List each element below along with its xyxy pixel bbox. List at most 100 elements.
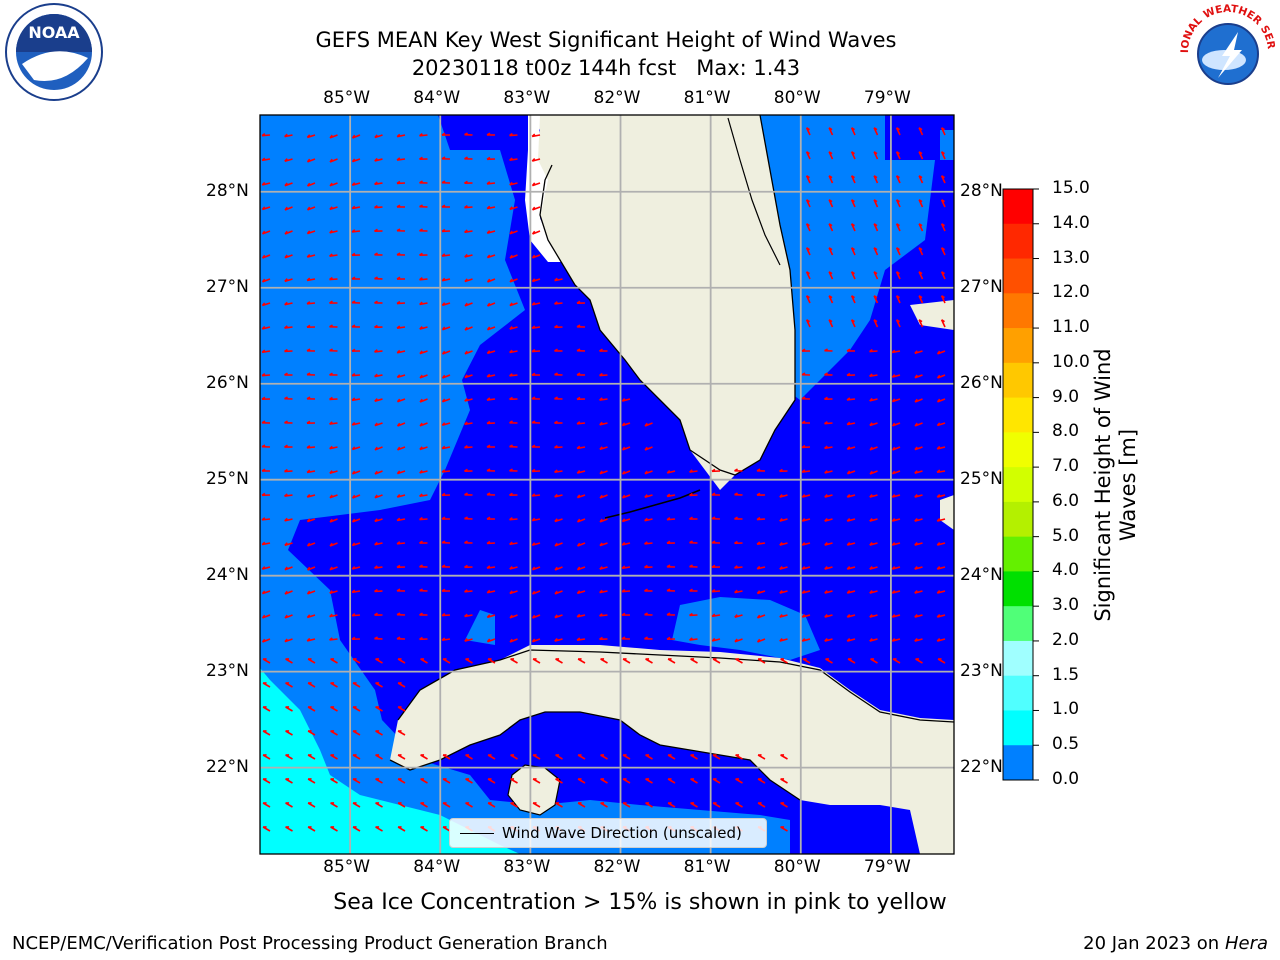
wave-arrow-head <box>873 151 878 155</box>
wave-arrow-head <box>464 229 468 233</box>
land-isla-juventud <box>508 765 560 815</box>
wave-arrow-head <box>509 206 513 210</box>
wave-arrow-head <box>306 301 311 305</box>
wave-arrow-head <box>869 493 873 498</box>
wave-arrow-head <box>851 175 855 179</box>
wave-arrow-head <box>509 468 513 472</box>
wave-arrow-head <box>666 588 671 592</box>
wave-arrow-head <box>779 468 783 472</box>
colorbar-tick-label: 8.0 <box>1052 421 1080 442</box>
wave-arrow-head <box>599 613 603 617</box>
wave-arrow-head <box>554 637 558 642</box>
wave-arrow-head <box>621 541 626 546</box>
wave-arrow-head <box>441 132 446 136</box>
wave-arrow-head <box>464 589 468 593</box>
wave-arrow-head <box>918 247 923 251</box>
wave-arrow-head <box>464 180 468 184</box>
wave-arrow-head <box>531 254 536 259</box>
wave-arrow-head <box>666 540 671 544</box>
wave-arrow-head <box>599 518 603 523</box>
wave-arrow-head <box>464 638 468 642</box>
wave-arrow-head <box>846 613 851 618</box>
wave-arrow-head <box>351 565 356 570</box>
wave-arrow-head <box>806 151 810 155</box>
wave-arrow-head <box>531 638 536 643</box>
wave-arrow-head <box>873 127 878 131</box>
wave-arrow-head <box>486 420 491 425</box>
wave-arrow-head <box>941 271 945 275</box>
wave-arrow-head <box>441 204 446 208</box>
wave-arrow-head <box>419 588 423 592</box>
wave-arrow-head <box>486 516 491 520</box>
colorbar-tick-label: 3.0 <box>1052 595 1080 616</box>
coastline-florida <box>539 115 796 476</box>
wave-arrow-head <box>531 206 536 211</box>
wave-arrow-head <box>576 396 581 400</box>
wave-arrow-head <box>464 613 468 618</box>
wave-arrow-head <box>419 469 423 474</box>
colorbar-band <box>1003 467 1033 503</box>
wave-arrow-head <box>284 420 288 424</box>
wave-arrow-head <box>599 636 603 640</box>
wave-arrow-head <box>824 613 828 618</box>
wave-arrow-head <box>396 349 401 354</box>
lon-label-bottom: 79°W <box>863 857 911 877</box>
lon-label-bottom: 82°W <box>593 857 641 877</box>
wave-arrow-head <box>531 348 536 353</box>
wave-arrow-head <box>531 468 536 473</box>
wave-arrow-head <box>396 636 401 640</box>
wave-arrow-head <box>531 278 536 282</box>
colorbar-band <box>1003 745 1033 781</box>
wave-arrow-head <box>828 319 833 323</box>
wave-arrow-head <box>846 421 851 426</box>
wave-arrow-head <box>374 588 378 593</box>
wave-arrow-head <box>374 398 378 402</box>
wave-arrow-head <box>891 541 896 546</box>
wave-arrow-head <box>711 492 716 496</box>
wave-arrow-head <box>351 229 356 233</box>
wave-arrow-head <box>936 637 941 642</box>
wave-arrow-head <box>486 230 491 234</box>
wave-arrow-head <box>261 541 266 546</box>
wave-arrow-head <box>554 348 558 352</box>
wave-arrow-head <box>824 348 828 352</box>
wave-arrow-head <box>554 566 558 571</box>
wave-arrow-head <box>599 494 603 499</box>
wave-arrow-head <box>734 565 738 569</box>
lat-label-left: 24°N <box>206 564 249 585</box>
wave-arrow-head <box>896 223 900 227</box>
wave-arrow-head <box>419 277 423 281</box>
colorbar-band <box>1003 397 1033 433</box>
wave-arrow-head <box>419 493 423 497</box>
wave-arrow-head <box>284 182 288 187</box>
wave-arrow-head <box>464 564 468 568</box>
wave-arrow-head <box>941 175 945 179</box>
wave-arrow-head <box>531 542 536 546</box>
wave-arrow-head <box>396 300 401 305</box>
wave-arrow-head <box>711 613 716 617</box>
wave-arrow-head <box>486 614 491 618</box>
colorbar-tick-label: 5.0 <box>1052 525 1080 546</box>
lat-label-right: 22°N <box>960 756 1003 777</box>
wave-arrow-head <box>666 564 671 568</box>
wave-arrow-head <box>261 492 266 496</box>
wave-arrow-head <box>374 470 378 475</box>
wave-arrow-head <box>873 247 878 251</box>
wave-arrow-head <box>531 230 536 235</box>
lat-label-right: 26°N <box>960 372 1003 393</box>
wave-arrow-head <box>261 230 266 235</box>
wave-arrow-head <box>824 589 828 594</box>
wave-arrow-head <box>621 636 626 640</box>
colorbar-band <box>1003 328 1033 364</box>
wave-arrow-head <box>261 278 266 283</box>
wave-arrow-head <box>419 228 423 232</box>
wave-arrow-head <box>896 295 900 299</box>
wave-arrow-head <box>734 516 738 520</box>
wave-arrow-head <box>261 396 266 400</box>
wave-arrow-head <box>509 396 513 400</box>
wave-arrow-head <box>306 469 311 474</box>
wave-arrow-head <box>486 492 491 496</box>
footer-date: 20 Jan 2023 on Hera <box>1083 933 1268 954</box>
wave-arrow-head <box>306 637 311 642</box>
wave-arrow-head <box>441 422 446 426</box>
